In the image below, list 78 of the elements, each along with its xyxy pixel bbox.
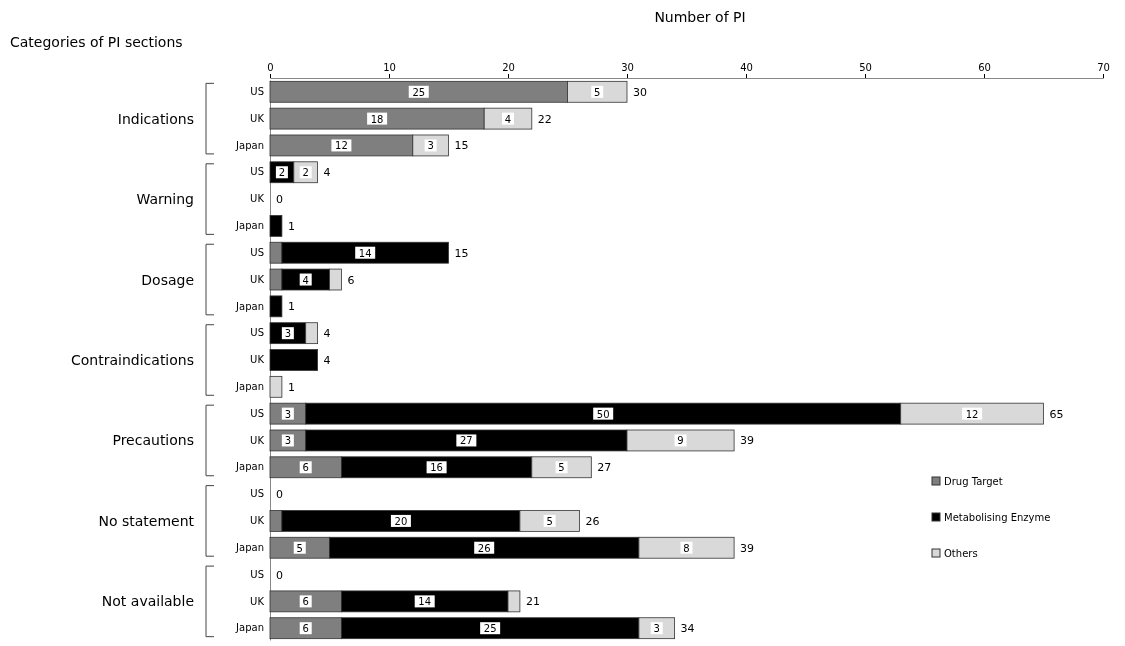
total-label: 15 [454,139,469,153]
y-tick-label: US [250,246,264,258]
data-label: 14 [358,247,372,259]
total-label: 1 [287,219,295,233]
y-tick-label: UK [250,434,265,446]
data-label: 20 [394,515,408,527]
y-tick-label: UK [250,595,265,607]
y-tick-label: US [250,166,264,178]
data-label: 26 [477,542,491,554]
x-tick-label: 0 [267,62,274,73]
y-tick-label: US [250,488,264,500]
total-label: 4 [323,166,331,180]
bar [269,215,283,237]
y-tick-label: Japan [235,220,264,232]
text: Dosage [141,271,194,288]
total-label: 0 [276,193,283,207]
total-label: 39 [740,541,755,555]
y-tick-label: Japan [235,541,264,553]
total-label: 26 [585,514,600,528]
data-label: 12 [965,408,979,420]
y-tick-label: UK [250,515,265,527]
y-tick-label: Japan [235,139,264,151]
total-label: 22 [537,112,552,126]
x-tick-label: 20 [502,62,515,73]
total-label: 6 [347,273,355,287]
data-label: 14 [418,596,432,608]
y-tick-label: Japan [235,300,264,312]
y-tick-label: UK [250,112,265,124]
data-label: 27 [459,435,473,447]
legend-label: Drug Target [944,476,1003,487]
x-tick-label: 30 [621,62,634,73]
x-tick-label: 60 [978,62,991,73]
text: No statement [98,512,195,529]
bar [269,349,318,371]
total-label: 0 [276,488,283,502]
legend-label: Others [944,548,978,559]
x-tick-label: 50 [859,62,872,73]
total-label: 39 [740,434,755,448]
text: Indications [117,110,194,127]
x-tick-label: 70 [1097,62,1110,73]
data-label: 12 [335,140,348,152]
y-tick-label: US [250,86,264,97]
total-label: 1 [287,300,295,314]
x-axis-title: Number of PI [654,9,746,25]
total-label: 30 [633,85,647,99]
y-tick-label: UK [250,193,265,205]
text: Warning [136,191,194,208]
y-tick-label: Japan [235,381,264,393]
total-label: 4 [323,354,331,367]
data-label: 50 [596,408,610,420]
y-tick-label: Japan [235,622,264,634]
data-label: 18 [370,113,384,125]
bar [269,375,283,398]
y-tick-label: US [250,327,264,339]
bar [269,295,283,318]
data-label: 25 [412,86,426,98]
x-tick-label: 10 [383,62,396,73]
total-label: 0 [276,568,283,582]
x-tick-label: 40 [740,62,753,73]
total-label: 65 [1049,407,1064,421]
text: Precautions [112,432,194,449]
total-label: 15 [454,246,469,260]
y-tick-label: Japan [235,461,264,473]
y-tick-label: UK [250,273,265,285]
total-label: 21 [525,595,540,609]
y-tick-label: US [250,568,264,580]
total-label: 34 [680,622,695,636]
legend-label: Metabolising Enzyme [944,512,1051,523]
data-label: 25 [483,623,497,635]
y-axis-title: Categories of PI sections [10,34,183,50]
data-label: 16 [430,462,443,474]
total-label: 1 [287,380,295,394]
total-label: 4 [323,327,331,341]
total-label: 27 [597,461,612,475]
text: Contraindications [71,352,194,368]
text: Not available [101,593,194,610]
y-tick-label: UK [250,354,265,366]
y-tick-label: US [250,407,264,419]
